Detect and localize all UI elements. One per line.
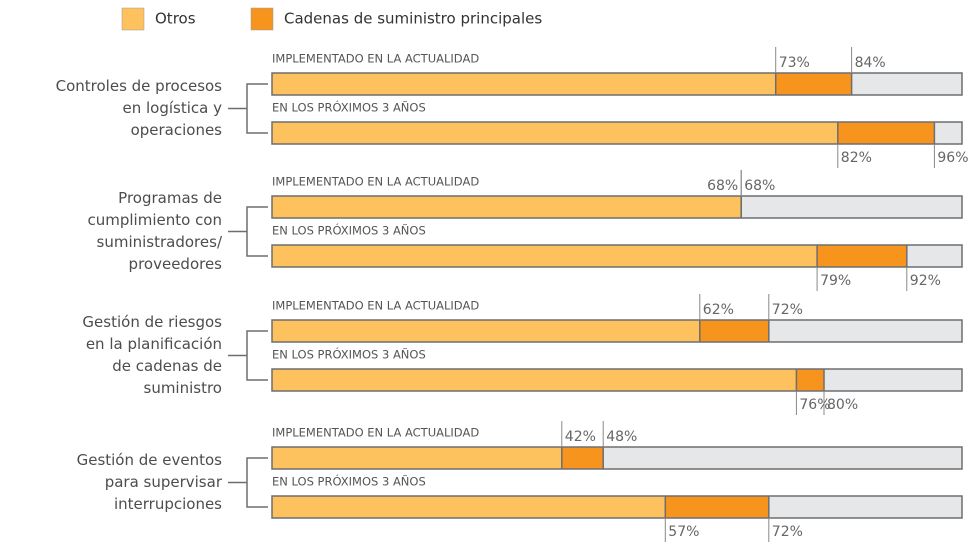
value-label: 82% bbox=[841, 150, 872, 166]
row-label: IMPLEMENTADO EN LA ACTUALIDAD bbox=[272, 299, 479, 313]
bar-otros bbox=[272, 245, 818, 267]
value-label: 84% bbox=[855, 55, 886, 71]
group-label: suministradores/ bbox=[97, 233, 223, 251]
bar-otros bbox=[272, 122, 838, 144]
group-label: en logística y bbox=[123, 99, 223, 117]
group-label: interrupciones bbox=[114, 495, 222, 513]
value-label: 76% bbox=[799, 397, 830, 413]
group-label: Controles de procesos bbox=[56, 77, 223, 95]
group-label: para supervisar bbox=[105, 473, 223, 491]
group-label: de cadenas de bbox=[112, 357, 222, 375]
row-label: EN LOS PRÓXIMOS 3 AÑOS bbox=[272, 347, 426, 362]
row-label: EN LOS PRÓXIMOS 3 AÑOS bbox=[272, 223, 426, 238]
group-label: suministro bbox=[144, 379, 223, 397]
bar-border bbox=[271, 195, 963, 219]
group-label: proveedores bbox=[129, 255, 223, 273]
value-label: 73% bbox=[779, 55, 810, 71]
row-label: IMPLEMENTADO EN LA ACTUALIDAD bbox=[272, 426, 479, 440]
value-label: 72% bbox=[772, 524, 803, 540]
value-label: 68% bbox=[707, 178, 738, 194]
bar-otros bbox=[272, 196, 742, 218]
value-label: 62% bbox=[703, 302, 734, 318]
group-label: Gestión de riesgos bbox=[82, 313, 222, 331]
value-label: 96% bbox=[937, 150, 968, 166]
bar-otros bbox=[272, 369, 797, 391]
row-label: IMPLEMENTADO EN LA ACTUALIDAD bbox=[272, 52, 479, 66]
row-label: EN LOS PRÓXIMOS 3 AÑOS bbox=[272, 474, 426, 489]
bar-otros bbox=[272, 496, 666, 518]
legend-label: Otros bbox=[155, 10, 196, 28]
group-label: en la planificación bbox=[86, 335, 222, 353]
bar-border bbox=[271, 495, 963, 519]
group-label: cumplimiento con bbox=[88, 211, 223, 229]
value-label: 57% bbox=[668, 524, 699, 540]
bar-border bbox=[271, 244, 963, 268]
group-label: Gestión de eventos bbox=[77, 451, 223, 469]
bar-otros bbox=[272, 320, 700, 342]
bar-otros bbox=[272, 73, 776, 95]
bracket bbox=[228, 83, 268, 134]
value-label: 48% bbox=[606, 429, 637, 445]
bar-border bbox=[271, 72, 963, 96]
value-label: 79% bbox=[820, 273, 851, 289]
bar-border bbox=[271, 368, 963, 392]
legend-label: Cadenas de suministro principales bbox=[284, 10, 542, 28]
bar-otros bbox=[272, 447, 562, 469]
group-label: Programas de bbox=[118, 189, 222, 207]
bracket bbox=[228, 330, 268, 381]
value-label: 68% bbox=[744, 178, 775, 194]
value-label: 72% bbox=[772, 302, 803, 318]
value-label: 80% bbox=[827, 397, 858, 413]
bracket bbox=[228, 206, 268, 257]
bar-border bbox=[271, 446, 963, 470]
row-label: EN LOS PRÓXIMOS 3 AÑOS bbox=[272, 100, 426, 115]
group-label: operaciones bbox=[131, 121, 223, 139]
bar-border bbox=[271, 121, 963, 145]
bracket bbox=[228, 457, 268, 508]
row-label: IMPLEMENTADO EN LA ACTUALIDAD bbox=[272, 175, 479, 189]
value-label: 42% bbox=[565, 429, 596, 445]
legend-swatch bbox=[250, 7, 274, 31]
legend-swatch bbox=[121, 7, 145, 31]
bar-border bbox=[271, 319, 963, 343]
value-label: 92% bbox=[910, 273, 941, 289]
